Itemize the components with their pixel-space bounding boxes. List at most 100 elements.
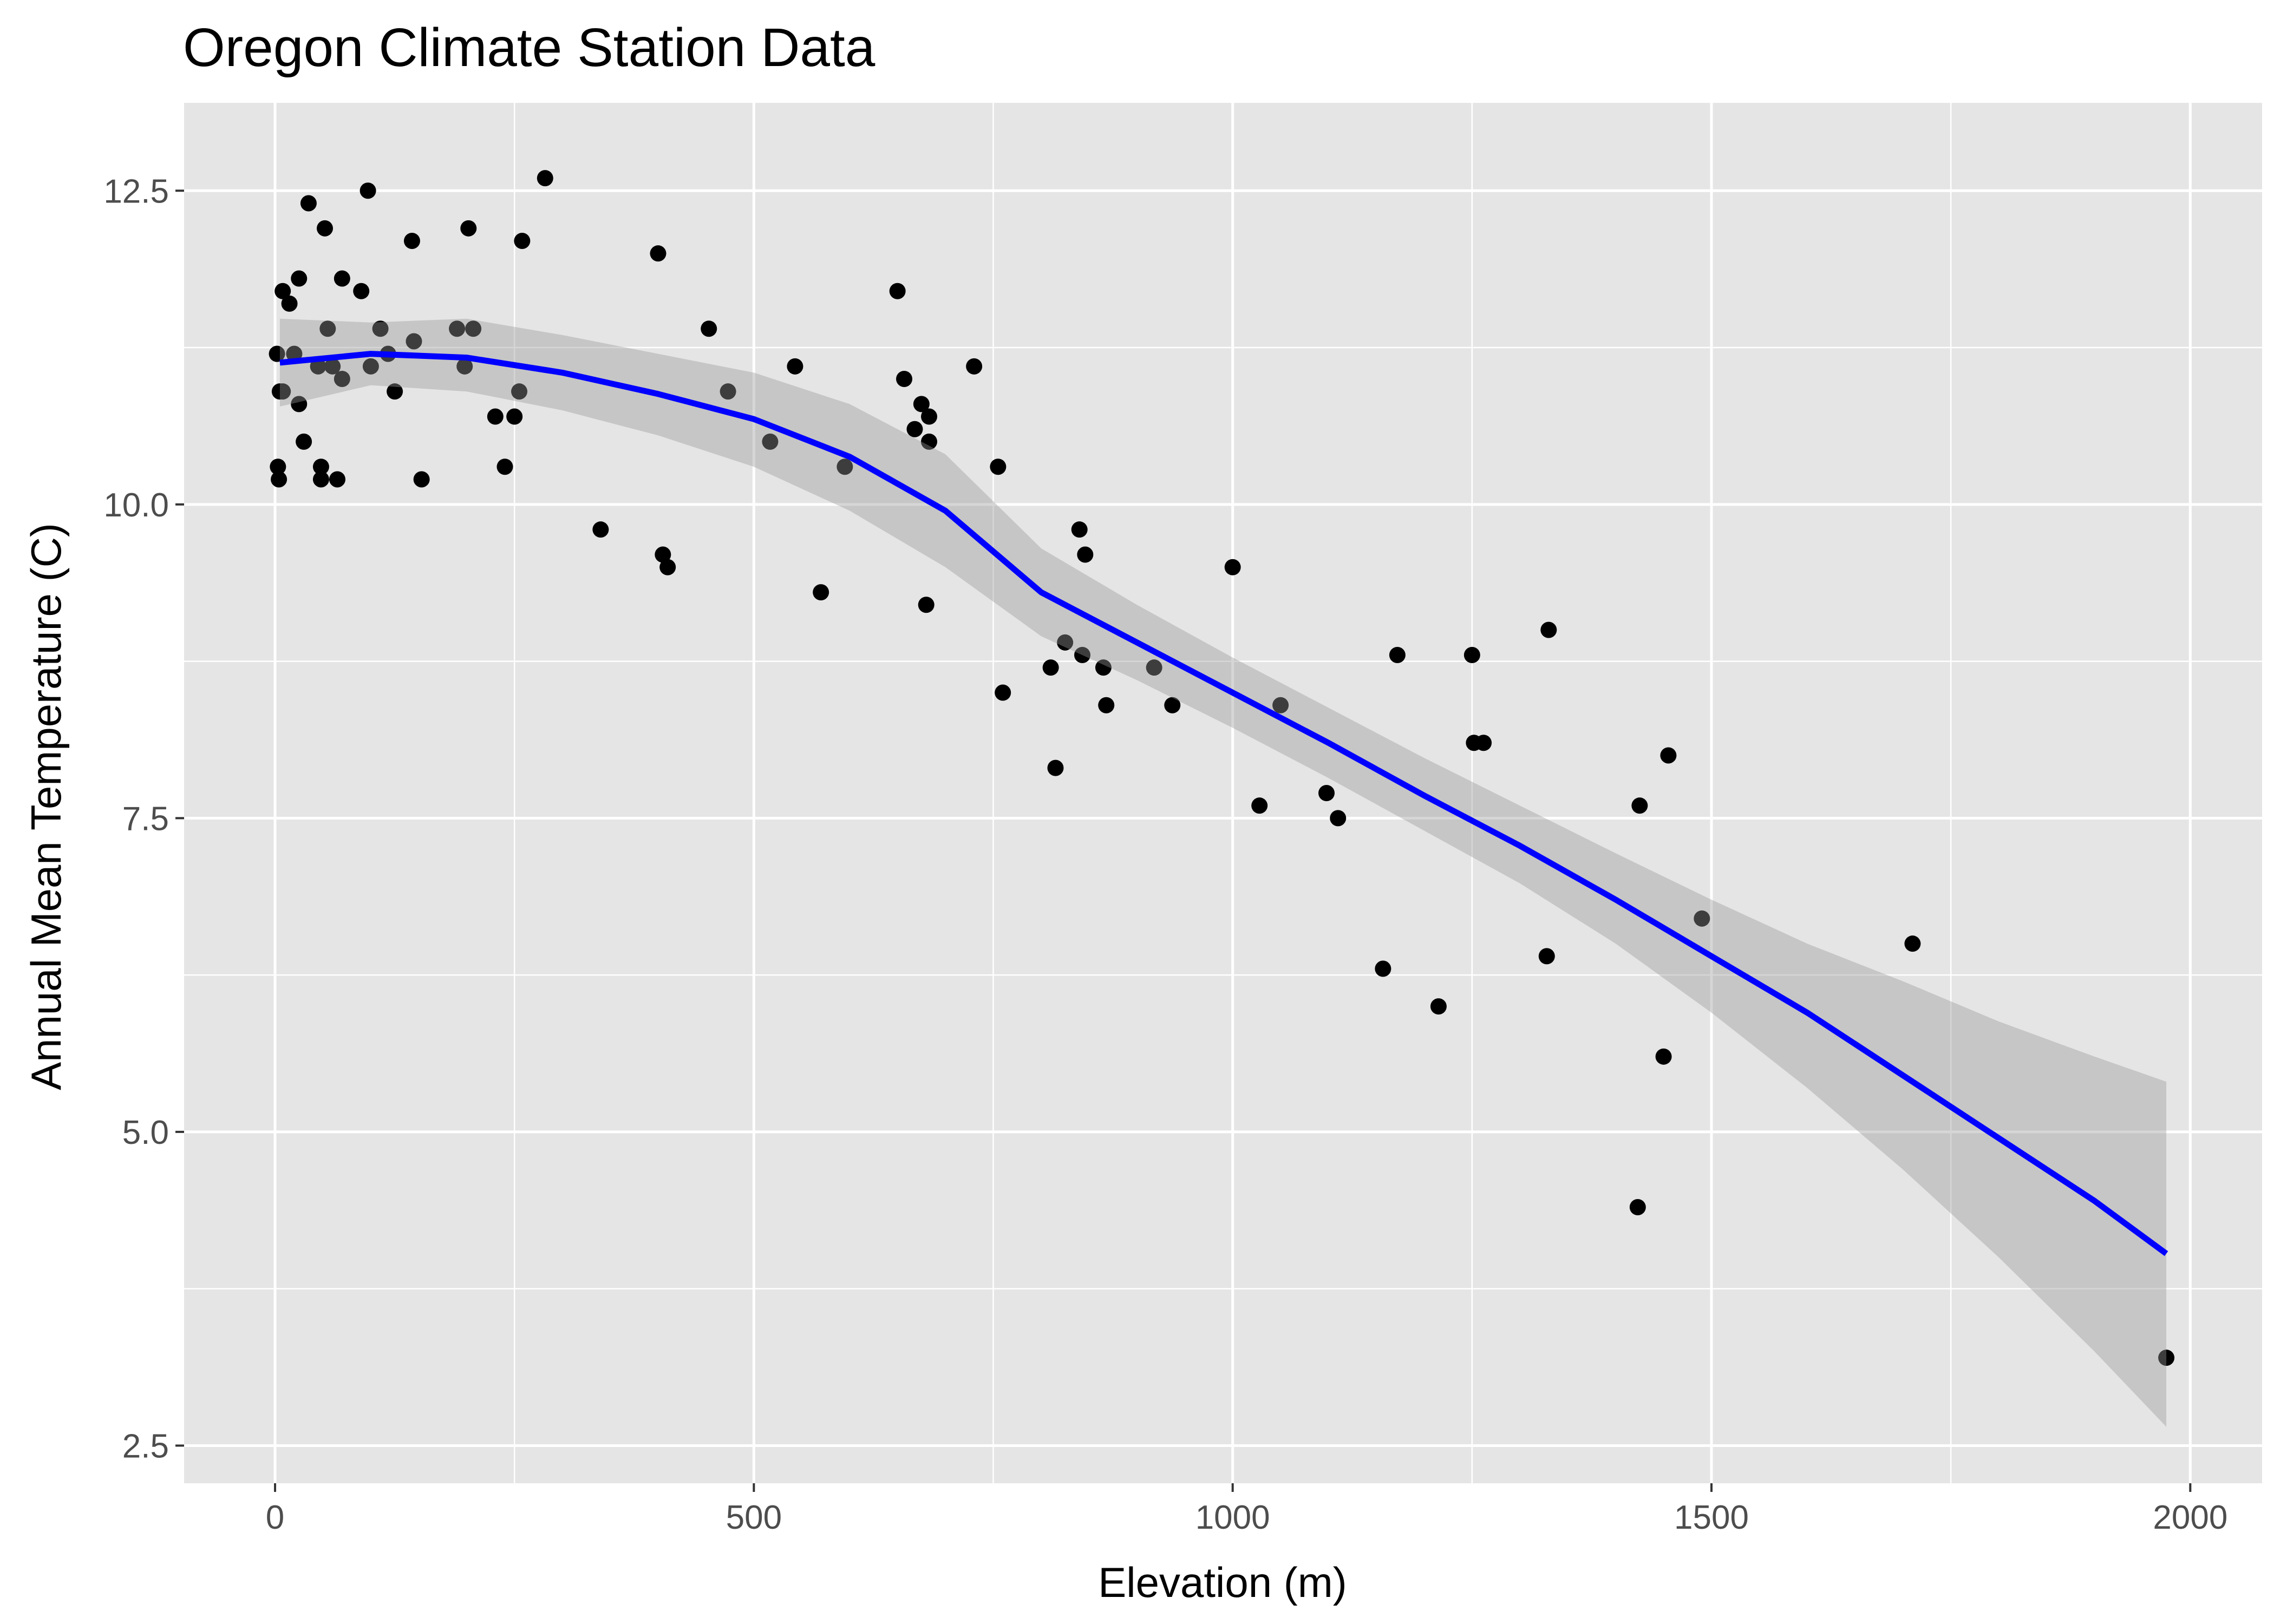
data-point <box>1631 797 1648 814</box>
y-tick-label: 10.0 <box>103 487 169 524</box>
data-point <box>913 396 930 412</box>
data-point <box>281 295 298 312</box>
data-point <box>353 283 370 299</box>
data-point <box>537 170 553 187</box>
data-point <box>387 383 403 400</box>
data-point <box>312 471 329 488</box>
data-point <box>701 320 717 337</box>
data-point <box>413 471 430 488</box>
data-point <box>1475 735 1492 751</box>
data-point <box>1540 621 1557 638</box>
data-point <box>1095 659 1112 676</box>
data-point <box>990 459 1007 475</box>
data-point <box>787 358 803 375</box>
y-tick-label: 5.0 <box>122 1114 169 1151</box>
data-point <box>275 283 291 299</box>
data-point <box>1389 647 1406 663</box>
data-point <box>506 408 523 425</box>
data-point <box>906 421 923 437</box>
y-tick-label: 7.5 <box>122 800 169 837</box>
data-point <box>1074 647 1091 663</box>
data-point <box>269 345 285 362</box>
data-point <box>2158 1350 2175 1366</box>
data-point <box>921 408 938 425</box>
data-point <box>1318 785 1335 801</box>
data-point <box>966 358 983 375</box>
x-tick-label: 2000 <box>2153 1499 2227 1536</box>
data-point <box>372 320 389 337</box>
data-point <box>296 433 312 450</box>
data-point <box>300 195 317 212</box>
data-point <box>1098 697 1115 713</box>
data-point <box>319 320 336 337</box>
data-point <box>1463 647 1480 663</box>
data-point <box>650 245 666 262</box>
data-point <box>889 283 906 299</box>
data-point <box>1042 659 1059 676</box>
data-point <box>291 396 308 412</box>
data-point <box>1660 747 1677 764</box>
data-point <box>271 471 287 488</box>
data-point <box>360 182 376 199</box>
data-point <box>334 371 350 387</box>
x-tick-label: 0 <box>266 1499 284 1536</box>
data-point <box>465 320 482 337</box>
data-point <box>449 320 466 337</box>
smooth-line <box>279 351 2168 1256</box>
data-point <box>291 270 308 287</box>
data-point <box>659 559 676 575</box>
x-tick-label: 1000 <box>1195 1499 1270 1536</box>
data-point <box>592 521 609 538</box>
data-point <box>1629 1199 1646 1215</box>
data-point <box>514 233 531 249</box>
data-point <box>275 383 291 400</box>
data-point <box>1655 1048 1672 1065</box>
data-point <box>1694 910 1710 927</box>
data-point <box>896 371 913 387</box>
chart-title: Oregon Climate Station Data <box>183 17 875 78</box>
data-point <box>1330 810 1347 827</box>
x-axis-title: Elevation (m) <box>1098 1558 1347 1606</box>
data-point <box>310 358 326 375</box>
data-point <box>496 459 513 475</box>
data-point <box>487 408 504 425</box>
data-point <box>1077 546 1094 563</box>
data-point <box>460 220 477 237</box>
y-axis-title: Annual Mean Temperature (C) <box>22 523 70 1090</box>
data-point <box>837 459 853 475</box>
data-point <box>456 358 473 375</box>
data-point <box>334 270 350 287</box>
data-point <box>1272 697 1289 713</box>
data-point <box>312 459 329 475</box>
data-point <box>1057 634 1074 651</box>
data-point <box>403 233 420 249</box>
data-point <box>995 684 1011 701</box>
y-tick-label: 12.5 <box>103 173 169 210</box>
data-point <box>1538 948 1555 965</box>
y-tick-label: 2.5 <box>122 1427 169 1465</box>
data-point <box>316 220 333 237</box>
data-point <box>362 358 379 375</box>
data-point <box>511 383 528 400</box>
data-point <box>270 459 286 475</box>
data-point <box>1047 759 1064 776</box>
data-point <box>406 333 422 350</box>
x-tick-label: 500 <box>726 1499 782 1536</box>
data-point <box>1375 960 1391 977</box>
data-point <box>921 433 938 450</box>
x-tick-label: 1500 <box>1674 1499 1749 1536</box>
data-point <box>1224 559 1241 575</box>
data-point <box>720 383 736 400</box>
data-point <box>1904 935 1921 952</box>
data-point <box>655 546 671 563</box>
data-point <box>329 471 345 488</box>
data-point <box>1430 998 1447 1015</box>
data-point <box>813 584 829 601</box>
data-point <box>1164 697 1181 713</box>
data-point <box>762 433 779 450</box>
plot-panel <box>184 103 2262 1483</box>
data-point <box>918 597 935 613</box>
data-point <box>1251 797 1268 814</box>
plot-area: 0 500 1000 1500 2000 2.5 5.0 7.5 10.0 12.5 <box>103 103 2262 1536</box>
